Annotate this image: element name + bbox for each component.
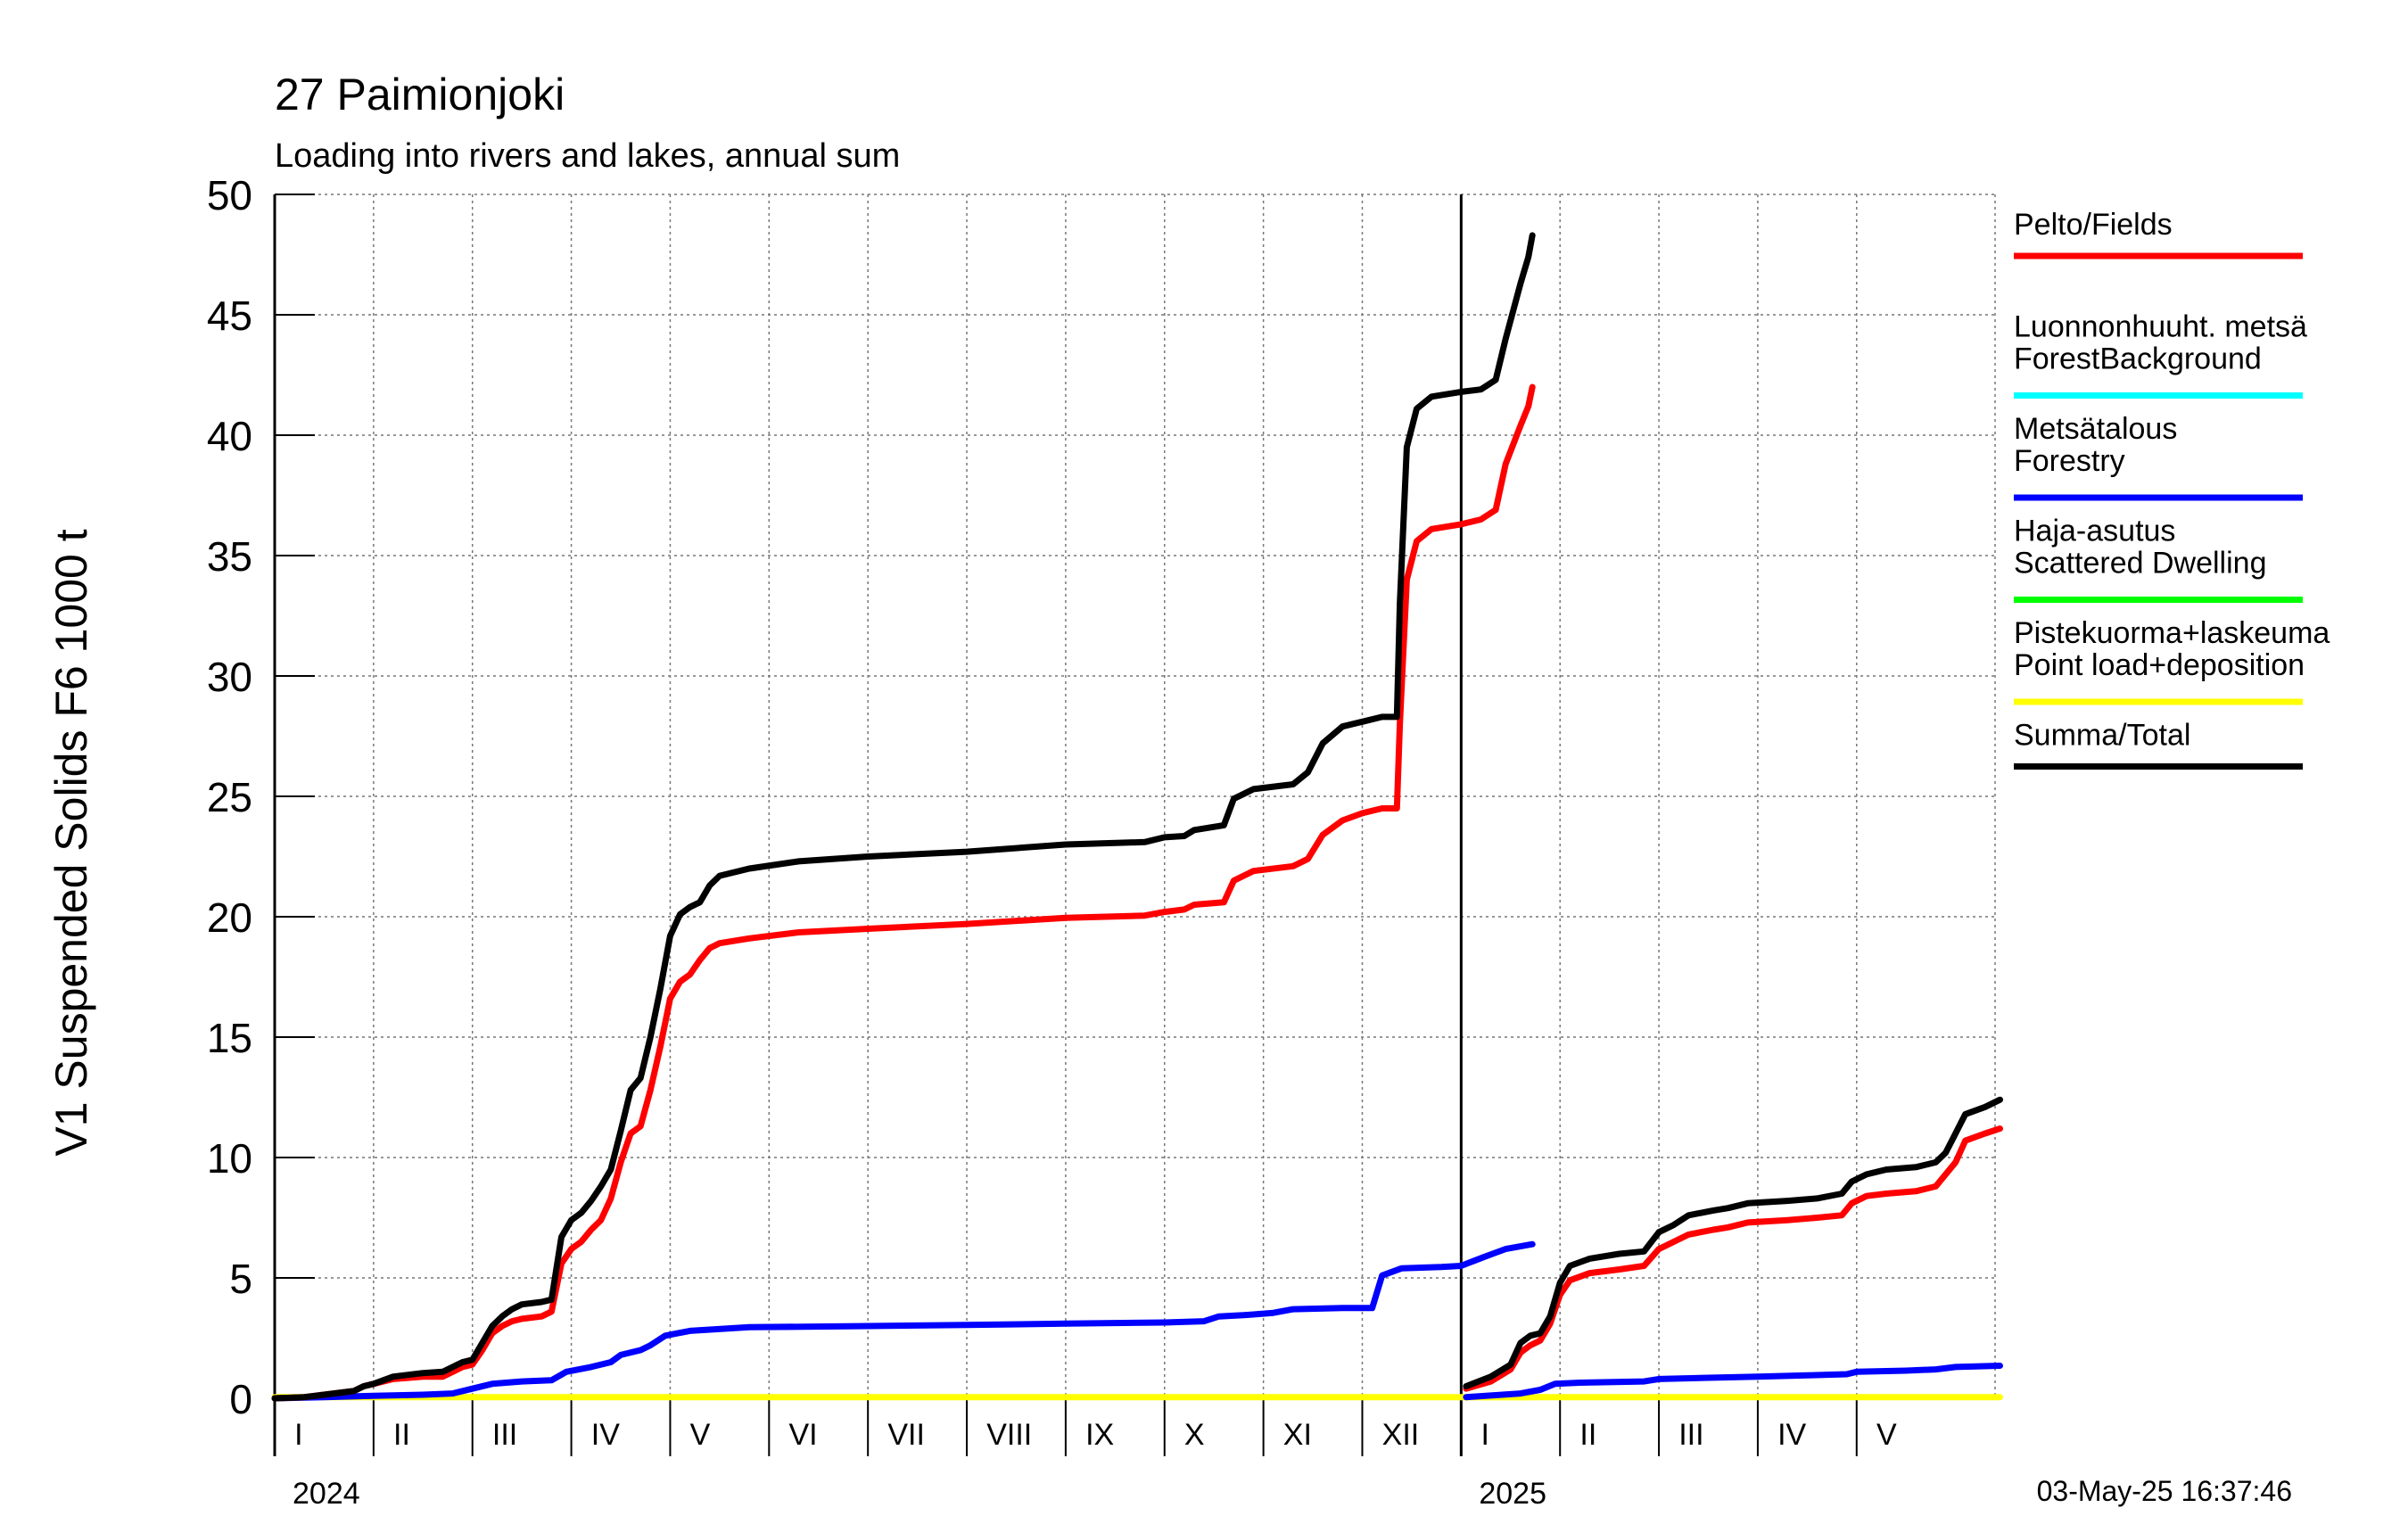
month-label: I [294,1418,302,1452]
series-line [1463,1125,2003,1392]
y-tick-label: 35 [207,533,252,580]
y-tick-label: 0 [229,1376,252,1422]
legend-label: Point load+deposition [2014,648,2305,682]
month-label: V [1876,1418,1897,1452]
series-lines [271,232,2003,1402]
series-line [271,1240,1536,1402]
y-tick-label: 50 [207,172,252,218]
series-line [1463,1363,2003,1401]
month-label: XII [1382,1418,1420,1452]
y-axis-label: V1 Suspended Solids F6 1000 t [46,529,96,1156]
month-label: VI [788,1418,817,1452]
month-label: III [492,1418,517,1452]
year-label: 2025 [1479,1477,1546,1511]
legend-label: Forestry [2014,444,2125,478]
legend-label: Summa/Total [2014,719,2190,753]
legend-label: ForestBackground [2014,342,2262,376]
chart-title: 27 Paimionjoki [275,70,565,119]
chart-subtitle: Loading into rivers and lakes, annual su… [275,137,900,175]
y-tick-label: 45 [207,292,252,339]
series-line [1463,1096,2003,1389]
month-label: II [1579,1418,1596,1452]
series-line [271,383,1536,1402]
month-label: IX [1085,1418,1114,1452]
legend-label: Pistekuorma+laskeuma [2014,616,2330,650]
y-tick-labels: 0 5 10 15 20 25 30 35 40 45 50 [207,172,252,1422]
month-label: V [690,1418,711,1452]
y-tick-label: 20 [207,894,252,941]
timestamp: 03-May-25 16:37:46 [2037,1475,2292,1507]
y-tick-label: 5 [229,1256,252,1302]
month-label: IV [1777,1418,1806,1452]
legend-label: Pelto/Fields [2014,208,2173,242]
y-tick-label: 30 [207,654,252,700]
month-label: I [1481,1418,1489,1452]
legend-label: Scattered Dwelling [2014,547,2266,581]
month-label: XI [1283,1418,1312,1452]
grid [274,194,1996,1399]
month-label: VII [887,1418,925,1452]
legend: Pelto/Fields Luonnonhuuht. metsäForestBac… [2014,208,2330,770]
month-label: II [393,1418,410,1452]
y-tick-label: 10 [207,1135,252,1182]
month-label: IV [591,1418,620,1452]
y-tick-label: 40 [207,413,252,459]
month-label: VIII [986,1418,1032,1452]
month-label: III [1678,1418,1703,1452]
legend-label: Haja-asutus [2014,515,2175,548]
series-line [271,232,1536,1402]
year-label: 2024 [293,1477,360,1511]
legend-label: Luonnonhuuht. metsä [2014,310,2307,344]
y-tick-label: 25 [207,774,252,820]
y-tick-label: 15 [207,1015,252,1061]
legend-label: Metsätalous [2014,412,2177,446]
month-label: X [1184,1418,1205,1452]
